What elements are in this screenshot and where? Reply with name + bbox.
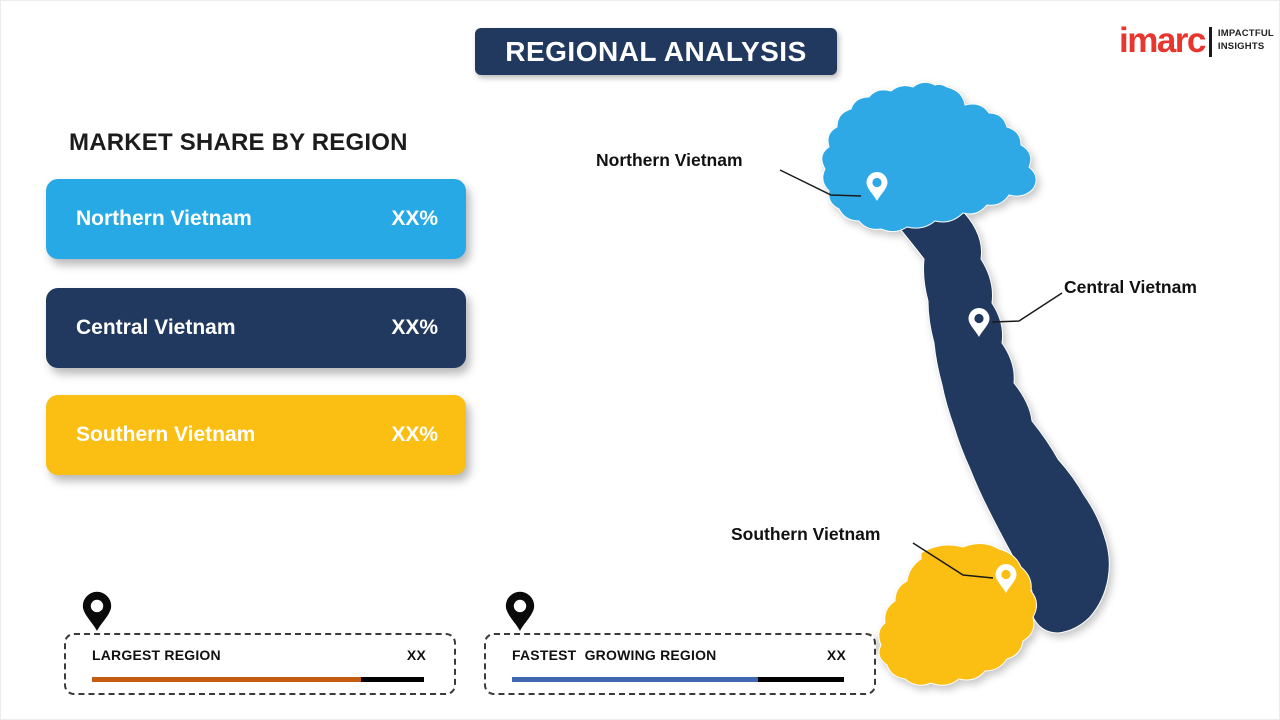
legend-card-largest-region: LARGEST REGION XX [64, 633, 456, 695]
legend-fastest-bar [512, 677, 844, 682]
map-label-central-vietnam: Central Vietnam [1064, 277, 1197, 297]
region-bar-southern-vietnam: Southern Vietnam XX% [46, 395, 466, 475]
map-region-northern-vietnam [821, 81, 1037, 233]
region-bar-central-vietnam: Central Vietnam XX% [46, 288, 466, 368]
legend-pin-largest-icon [82, 591, 112, 631]
legend-fastest-bar-end [757, 677, 844, 682]
legend-fastest-bar-fill [512, 677, 758, 682]
market-share-heading: MARKET SHARE BY REGION [69, 129, 408, 156]
region-bar-label: Southern Vietnam [76, 423, 256, 446]
legend-pin-fastest-icon [505, 591, 535, 631]
imarc-tagline: IMPACTFUL INSIGHTS [1218, 28, 1274, 53]
legend-fastest-value: XX [826, 647, 846, 663]
legend-largest-bar [92, 677, 424, 682]
connector-line-northern [779, 169, 862, 197]
imarc-brand-text: imarc [1119, 21, 1206, 60]
imarc-logo: imarc IMPACTFUL INSIGHTS [1119, 23, 1274, 58]
region-bar-value: XX% [391, 316, 438, 339]
map-label-southern-vietnam: Southern Vietnam [731, 524, 881, 544]
legend-largest-bar-end [360, 677, 424, 682]
imarc-tagline-line2: INSIGHTS [1217, 40, 1265, 52]
region-bar-northern-vietnam: Northern Vietnam XX% [46, 179, 466, 259]
legend-largest-label: LARGEST REGION [92, 647, 221, 663]
legend-largest-value: XX [406, 647, 426, 663]
legend-largest-bar-fill [92, 677, 361, 682]
connector-line-central [991, 292, 1063, 323]
page-title: REGIONAL ANALYSIS [475, 28, 837, 75]
connector-line-southern [912, 542, 994, 579]
region-bar-value: XX% [391, 207, 438, 230]
legend-card-fastest-growing-region: FASTEST GROWING REGION XX [484, 633, 876, 695]
imarc-tagline-line1: IMPACTFUL [1217, 28, 1274, 40]
legend-fastest-label: FASTEST GROWING REGION [512, 647, 717, 663]
region-bar-label: Central Vietnam [76, 316, 236, 339]
map-label-northern-vietnam: Northern Vietnam [596, 150, 743, 170]
map-region-southern-vietnam [878, 543, 1037, 686]
region-bar-label: Northern Vietnam [76, 207, 252, 230]
region-bar-value: XX% [391, 423, 438, 446]
map-region-central-vietnam [885, 206, 1110, 634]
imarc-logo-divider [1208, 26, 1212, 57]
